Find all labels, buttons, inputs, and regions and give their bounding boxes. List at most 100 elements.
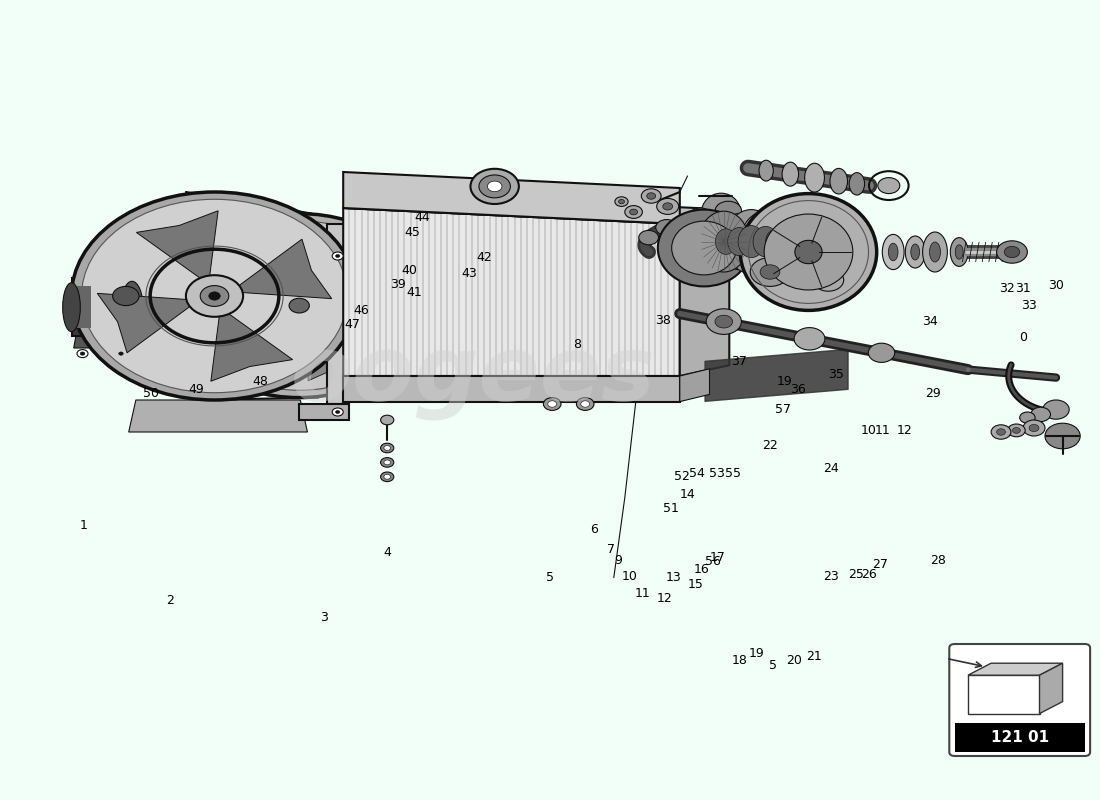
Circle shape: [471, 169, 519, 204]
Text: 16: 16: [694, 563, 710, 576]
Text: 56: 56: [705, 555, 720, 568]
Polygon shape: [196, 310, 285, 359]
Circle shape: [1012, 427, 1021, 434]
Ellipse shape: [698, 211, 749, 272]
Circle shape: [209, 292, 220, 300]
Text: 10: 10: [621, 570, 637, 582]
Circle shape: [629, 209, 638, 215]
Text: 51: 51: [663, 502, 679, 514]
Text: 31: 31: [1015, 282, 1031, 294]
Circle shape: [656, 219, 678, 235]
Circle shape: [116, 350, 127, 358]
Text: 7: 7: [606, 543, 615, 556]
Text: 44: 44: [415, 211, 430, 224]
Ellipse shape: [725, 210, 778, 274]
Text: 53: 53: [710, 467, 725, 480]
Text: 4: 4: [383, 546, 392, 558]
Text: 30: 30: [1048, 279, 1064, 292]
Ellipse shape: [702, 194, 740, 234]
Ellipse shape: [766, 230, 785, 254]
Polygon shape: [968, 663, 1063, 675]
Circle shape: [878, 178, 900, 194]
Circle shape: [750, 258, 790, 286]
Text: 34: 34: [922, 315, 937, 328]
Polygon shape: [343, 194, 729, 224]
Polygon shape: [327, 224, 349, 404]
Ellipse shape: [716, 214, 762, 270]
Circle shape: [991, 425, 1011, 439]
Text: 26: 26: [861, 568, 877, 581]
Ellipse shape: [728, 227, 750, 256]
Circle shape: [1045, 423, 1080, 449]
Text: 5: 5: [546, 571, 554, 584]
Text: 15: 15: [688, 578, 703, 590]
Circle shape: [384, 460, 390, 465]
Circle shape: [997, 429, 1005, 435]
Ellipse shape: [121, 282, 143, 333]
Text: 12: 12: [896, 424, 912, 437]
Ellipse shape: [63, 282, 80, 332]
Ellipse shape: [759, 160, 773, 181]
Circle shape: [689, 208, 713, 226]
Text: 121 01: 121 01: [991, 730, 1048, 745]
Ellipse shape: [658, 210, 750, 286]
Circle shape: [80, 352, 85, 355]
Text: 46: 46: [353, 304, 369, 317]
Circle shape: [1004, 246, 1020, 258]
Polygon shape: [226, 230, 293, 295]
Circle shape: [1020, 412, 1035, 423]
Circle shape: [543, 398, 561, 410]
Text: 50: 50: [143, 387, 158, 400]
Polygon shape: [299, 404, 349, 420]
Circle shape: [618, 199, 625, 204]
Text: 12: 12: [657, 592, 672, 605]
Circle shape: [478, 175, 510, 198]
Circle shape: [200, 286, 229, 306]
Polygon shape: [1040, 663, 1063, 714]
Ellipse shape: [830, 168, 848, 194]
Circle shape: [997, 241, 1027, 263]
Ellipse shape: [911, 244, 920, 260]
Circle shape: [581, 401, 590, 407]
Text: 40: 40: [402, 264, 417, 277]
Circle shape: [706, 309, 741, 334]
Text: 13: 13: [666, 571, 681, 584]
Circle shape: [548, 401, 557, 407]
Ellipse shape: [795, 240, 822, 264]
Polygon shape: [72, 278, 132, 336]
Polygon shape: [211, 308, 293, 382]
Circle shape: [615, 197, 628, 206]
Polygon shape: [968, 675, 1040, 714]
Text: 1: 1: [79, 519, 88, 532]
Polygon shape: [231, 239, 332, 298]
Circle shape: [72, 192, 358, 400]
Circle shape: [381, 472, 394, 482]
Circle shape: [657, 198, 679, 214]
Circle shape: [186, 275, 243, 317]
Text: 29: 29: [925, 387, 940, 400]
Circle shape: [1008, 424, 1025, 437]
Text: 42: 42: [476, 251, 492, 264]
Text: 39: 39: [390, 278, 406, 290]
Text: 19: 19: [777, 375, 792, 388]
Ellipse shape: [955, 245, 964, 259]
Ellipse shape: [754, 226, 778, 257]
Text: 47: 47: [344, 318, 360, 330]
Circle shape: [77, 350, 88, 358]
Circle shape: [576, 398, 594, 410]
Polygon shape: [74, 336, 91, 348]
Circle shape: [384, 474, 390, 479]
Circle shape: [1031, 407, 1050, 422]
Text: 27: 27: [872, 558, 888, 570]
Text: 3: 3: [320, 611, 329, 624]
Ellipse shape: [923, 232, 947, 272]
Text: 17: 17: [710, 551, 725, 564]
Ellipse shape: [930, 242, 940, 262]
Text: 11: 11: [635, 587, 650, 600]
FancyBboxPatch shape: [949, 644, 1090, 756]
Text: 37: 37: [732, 355, 747, 368]
Polygon shape: [129, 400, 308, 432]
Ellipse shape: [849, 173, 865, 195]
Text: 10: 10: [861, 424, 877, 437]
Circle shape: [868, 343, 894, 362]
